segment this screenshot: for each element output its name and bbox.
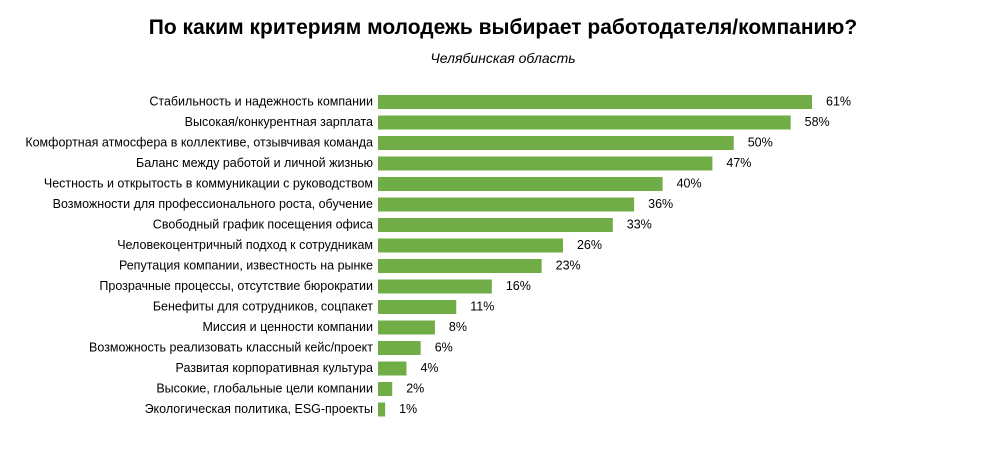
- bar: [378, 361, 407, 376]
- category-label: Репутация компании, известность на рынке: [119, 258, 373, 272]
- category-label: Человекоцентричный подход к сотрудникам: [117, 238, 373, 252]
- category-label: Возможности для профессионального роста,…: [53, 197, 373, 211]
- data-label: 50%: [748, 135, 773, 149]
- bar: [378, 115, 791, 130]
- bar: [378, 136, 734, 150]
- bar: [378, 402, 386, 417]
- category-label: Развитая корпоративная культура: [176, 361, 374, 375]
- bar: [378, 197, 635, 212]
- bar: [378, 156, 713, 171]
- category-label: Прозрачные процессы, отсутствие бюрократ…: [99, 279, 373, 293]
- bar: [378, 259, 542, 273]
- bar: [378, 218, 613, 232]
- data-label: 16%: [506, 279, 531, 293]
- bar: [378, 95, 812, 109]
- category-label: Честность и открытость в коммуникации с …: [44, 176, 373, 190]
- category-label: Бенефиты для сотрудников, соцпакет: [153, 299, 373, 313]
- data-label: 47%: [726, 156, 751, 170]
- category-label: Баланс между работой и личной жизнью: [136, 156, 373, 170]
- data-label: 61%: [826, 94, 851, 108]
- bar: [378, 320, 435, 335]
- data-label: 58%: [805, 115, 830, 129]
- data-label: 40%: [677, 176, 702, 190]
- category-label: Свободный график посещения офиса: [153, 217, 373, 231]
- category-label: Высокая/конкурентная зарплата: [185, 115, 373, 129]
- bar: [378, 279, 492, 294]
- category-label: Экологическая политика, ESG-проекты: [145, 402, 373, 416]
- data-label: 2%: [406, 381, 424, 395]
- bar: [378, 238, 563, 253]
- data-label: 11%: [470, 299, 494, 313]
- bar: [378, 382, 393, 396]
- category-label: Высокие, глобальные цели компании: [156, 381, 373, 395]
- category-label: Миссия и ценности компании: [203, 320, 373, 334]
- category-label: Возможность реализовать классный кейс/пр…: [89, 340, 373, 354]
- data-label: 26%: [577, 238, 602, 252]
- chart-subtitle: Челябинская область: [430, 50, 576, 66]
- bar: [378, 300, 457, 314]
- category-label: Стабильность и надежность компании: [149, 94, 373, 108]
- bar: [378, 177, 663, 191]
- data-label: 1%: [399, 402, 417, 416]
- data-label: 6%: [435, 340, 453, 354]
- bar: [378, 341, 421, 355]
- data-label: 4%: [420, 361, 438, 375]
- chart-title: По каким критериям молодежь выбирает раб…: [148, 16, 858, 39]
- data-label: 33%: [627, 217, 652, 231]
- data-label: 36%: [648, 197, 673, 211]
- data-label: 8%: [449, 320, 467, 334]
- data-label: 23%: [556, 258, 581, 272]
- category-label: Комфортная атмосфера в коллективе, отзыв…: [25, 135, 373, 149]
